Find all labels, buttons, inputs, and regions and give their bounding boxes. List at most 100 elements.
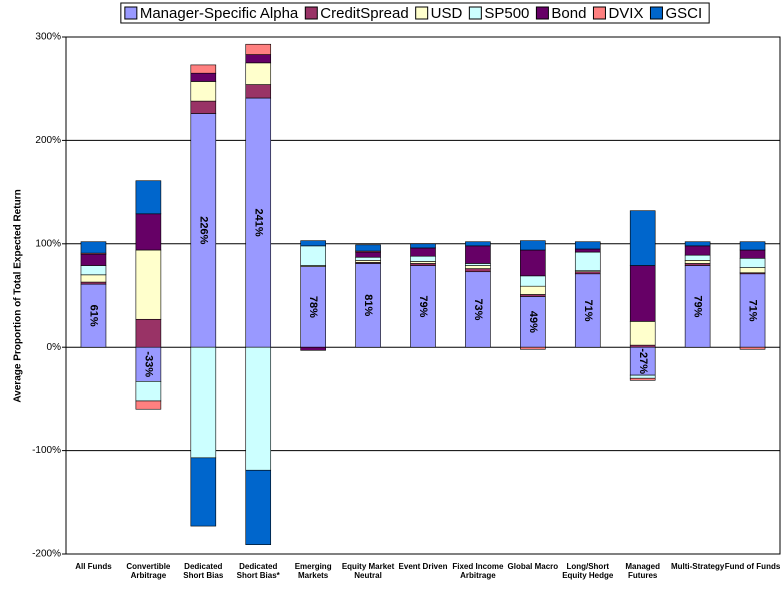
bar-segment xyxy=(739,273,766,348)
bar-segment xyxy=(135,180,162,215)
x-tick-label: Convertible Arbitrage xyxy=(126,562,171,580)
bar-segment xyxy=(190,346,217,459)
bar-segment xyxy=(739,257,766,268)
legend-label: GSCI xyxy=(665,5,702,22)
bar-segment xyxy=(355,251,381,258)
bar-segment xyxy=(574,248,601,253)
bar-segment xyxy=(80,265,107,276)
bar-segment xyxy=(629,321,656,346)
bar-segment xyxy=(135,318,162,348)
data-label: 79% xyxy=(417,295,429,317)
bar-segment xyxy=(574,273,601,348)
bar-segment xyxy=(80,281,107,285)
bar-segment xyxy=(410,243,436,249)
bar-segment xyxy=(135,213,162,251)
bar-segment xyxy=(410,261,436,264)
bar-segment xyxy=(80,241,107,254)
x-tick-label: Dedicated Short Bias* xyxy=(236,562,280,580)
bar-segment xyxy=(80,283,107,348)
legend-label: USD xyxy=(431,5,463,22)
y-axis-label: Average Proportion of Total Expected Ret… xyxy=(13,189,24,402)
bar-segment xyxy=(465,245,491,264)
data-label: -27% xyxy=(637,348,649,374)
bar-segment xyxy=(684,260,711,264)
x-tick-label: Equity Market Neutral xyxy=(341,562,395,580)
bar-segment xyxy=(355,263,381,348)
x-tick-label: Event Driven xyxy=(398,562,448,571)
x-tick-label: Fund of Funds xyxy=(724,562,781,571)
legend-label: Bond xyxy=(551,5,586,22)
bar-segment xyxy=(684,265,711,348)
bar-segment xyxy=(245,54,272,64)
legend-swatch xyxy=(592,6,606,20)
data-label: -33% xyxy=(142,351,154,377)
bar-segment xyxy=(410,247,436,257)
plot-frame xyxy=(65,36,781,555)
bar-segment xyxy=(245,62,272,85)
bar-segment xyxy=(245,346,272,471)
bar-segment xyxy=(190,457,217,527)
x-tick-label: Emerging Markets xyxy=(294,562,332,580)
bar-segment xyxy=(300,240,326,247)
bar-segment xyxy=(355,256,381,261)
bar-segment xyxy=(520,275,546,287)
legend-label: SP500 xyxy=(484,5,529,22)
y-tick-label: 100% xyxy=(35,238,61,249)
legend-box xyxy=(120,2,710,24)
bar-segment xyxy=(465,268,491,273)
bar-segment xyxy=(629,346,656,376)
legend-label: DVIX xyxy=(608,5,643,22)
bar-segment xyxy=(245,469,272,545)
legend-swatch xyxy=(468,6,482,20)
bar-segment xyxy=(684,245,711,256)
data-label: 78% xyxy=(307,296,319,318)
bar-segment xyxy=(574,271,601,275)
bar-segment xyxy=(465,265,491,269)
bar-segment xyxy=(300,245,326,266)
bar-segment xyxy=(245,84,272,99)
x-tick-label: Managed Futures xyxy=(625,562,661,580)
bar-segment xyxy=(410,255,436,262)
bar-segment xyxy=(684,263,711,266)
x-tick-label: All Funds xyxy=(75,562,112,571)
y-tick-label: -200% xyxy=(32,549,61,560)
legend-swatch xyxy=(124,6,138,20)
x-tick-label: Fixed Income Arbitrage xyxy=(452,562,504,580)
bar-segment xyxy=(465,271,491,348)
bar-segment xyxy=(520,285,546,295)
x-tick-label: Dedicated Short Bias xyxy=(183,562,224,580)
data-label: 226% xyxy=(197,216,209,244)
data-label: 79% xyxy=(692,295,704,317)
bar-segment xyxy=(574,251,601,271)
bar-segment xyxy=(684,254,711,261)
data-label: 71% xyxy=(747,299,759,321)
bar-segment xyxy=(135,249,162,320)
bar-segment xyxy=(520,240,546,251)
legend-label: Manager-Specific Alpha xyxy=(140,5,299,22)
y-tick-label: 0% xyxy=(47,342,62,353)
y-tick-label: 200% xyxy=(35,135,61,146)
bar-segment xyxy=(574,241,601,250)
data-label: 61% xyxy=(88,305,100,327)
x-tick-label: Multi-Strategy xyxy=(670,562,725,571)
bar-segment xyxy=(520,249,546,277)
bar-segment xyxy=(465,263,491,266)
bar-segment xyxy=(629,374,656,379)
legend-swatch xyxy=(415,6,429,20)
bar-segment xyxy=(629,265,656,322)
bar-segment xyxy=(629,210,656,266)
bar-segment xyxy=(739,267,766,274)
bar-segment xyxy=(739,249,766,259)
bar-segment xyxy=(80,253,107,266)
bar-segment xyxy=(190,64,217,74)
bar-segment xyxy=(465,241,491,247)
x-tick-label: Long/Short Equity Hedge xyxy=(562,562,614,580)
bar-segment xyxy=(410,263,436,266)
bar-segment xyxy=(135,381,162,402)
data-label: 81% xyxy=(362,294,374,316)
y-tick-label: 300% xyxy=(35,32,61,43)
legend-swatch xyxy=(535,6,549,20)
bar-segment xyxy=(190,100,217,114)
